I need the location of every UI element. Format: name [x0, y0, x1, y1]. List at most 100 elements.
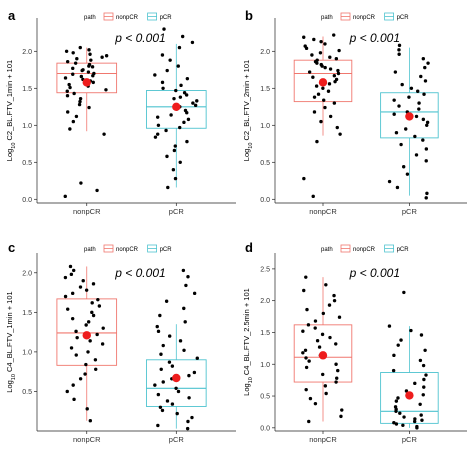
data-point	[327, 303, 332, 307]
data-point	[332, 293, 336, 298]
data-point	[328, 67, 333, 71]
data-point	[321, 86, 325, 91]
y-axis-label: Log10 C4_BL.FTV_1min + 101	[5, 291, 17, 392]
data-point	[190, 40, 195, 45]
data-point	[336, 368, 340, 373]
box-nonpCR	[56, 45, 118, 199]
data-point	[81, 68, 85, 72]
data-point	[422, 385, 426, 389]
p-value-annotation: p < 0.001	[349, 266, 400, 280]
data-point	[322, 98, 326, 102]
data-point	[319, 62, 323, 67]
data-point	[161, 343, 165, 348]
data-point	[184, 93, 189, 97]
y-tick-label: 1.5	[260, 330, 270, 337]
panel-letter: c	[8, 240, 15, 255]
data-point	[308, 396, 313, 401]
data-point	[321, 372, 325, 377]
mean-marker	[318, 78, 328, 87]
data-point	[71, 383, 75, 387]
data-point	[419, 74, 423, 79]
data-point	[302, 176, 306, 181]
x-tick-label: pCR	[402, 207, 418, 216]
data-point	[79, 181, 83, 185]
data-point	[88, 419, 93, 423]
panel-d: d path nonpCR pCR 0.0 0.5 1.0 1.5 2.0 2.5 Log10 C4…	[242, 240, 467, 444]
data-point	[323, 65, 327, 70]
data-point	[320, 332, 325, 337]
data-point	[73, 61, 78, 65]
data-point	[419, 333, 424, 337]
data-point	[71, 72, 75, 76]
data-point	[334, 77, 339, 82]
data-point	[301, 351, 305, 355]
box-nonpCR	[56, 264, 118, 423]
box-pCR	[145, 268, 207, 431]
data-point	[394, 407, 398, 412]
data-point	[156, 392, 161, 397]
data-point	[302, 288, 306, 293]
data-point	[95, 332, 99, 337]
data-point	[63, 275, 68, 280]
data-point	[67, 82, 71, 87]
data-point	[337, 315, 342, 319]
data-point	[387, 179, 392, 184]
data-point	[327, 82, 332, 86]
data-point	[422, 377, 426, 382]
data-point	[161, 86, 165, 91]
data-point	[340, 408, 344, 412]
data-point	[181, 268, 186, 273]
data-point	[392, 112, 396, 116]
data-point	[421, 393, 425, 397]
data-point	[176, 389, 181, 394]
data-point	[413, 417, 417, 421]
data-point	[71, 66, 75, 71]
data-point	[398, 411, 402, 415]
y-tick-label: 0.5	[22, 160, 32, 167]
data-point	[335, 125, 339, 130]
data-point	[402, 415, 406, 419]
x-tick-label: nonpCR	[309, 207, 337, 216]
data-point	[412, 419, 417, 424]
y-tick-label: 2.0	[260, 298, 270, 305]
legend-item-label: nonpCR	[116, 247, 139, 253]
data-point	[185, 426, 190, 431]
x-tick-label: nonpCR	[73, 207, 101, 216]
y-tick-label: 2.0	[22, 49, 32, 56]
data-point	[413, 134, 417, 139]
data-point	[166, 185, 170, 190]
data-point	[402, 290, 406, 295]
y-tick-label: 2.0	[260, 49, 270, 56]
data-point	[168, 58, 172, 62]
data-point	[425, 191, 429, 196]
data-point	[156, 423, 160, 428]
data-point	[78, 45, 82, 50]
data-point	[397, 43, 402, 48]
data-point	[64, 49, 69, 53]
legend: path nonpCR pCR	[84, 244, 172, 253]
data-point	[422, 92, 426, 96]
y-tick-label: 0.5	[260, 160, 270, 167]
data-point	[332, 74, 337, 78]
data-point	[328, 335, 332, 340]
data-point	[313, 401, 318, 406]
box-iqr	[56, 62, 118, 94]
legend-item-label: pCR	[160, 15, 173, 21]
data-point	[423, 79, 428, 83]
mean-marker	[82, 331, 91, 340]
data-point	[416, 89, 420, 93]
data-point	[192, 291, 197, 296]
data-point	[104, 54, 109, 58]
y-tick-label: 0.0	[260, 197, 270, 204]
legend-title: path	[84, 247, 96, 253]
data-point	[63, 76, 68, 80]
data-point	[68, 264, 73, 269]
x-tick-label: pCR	[402, 435, 418, 444]
data-point	[316, 92, 321, 96]
data-point	[392, 353, 396, 358]
data-point	[186, 419, 190, 424]
panel-letter: b	[245, 8, 253, 23]
panel-letter: d	[245, 240, 253, 255]
data-point	[183, 108, 188, 113]
data-point	[304, 356, 308, 360]
